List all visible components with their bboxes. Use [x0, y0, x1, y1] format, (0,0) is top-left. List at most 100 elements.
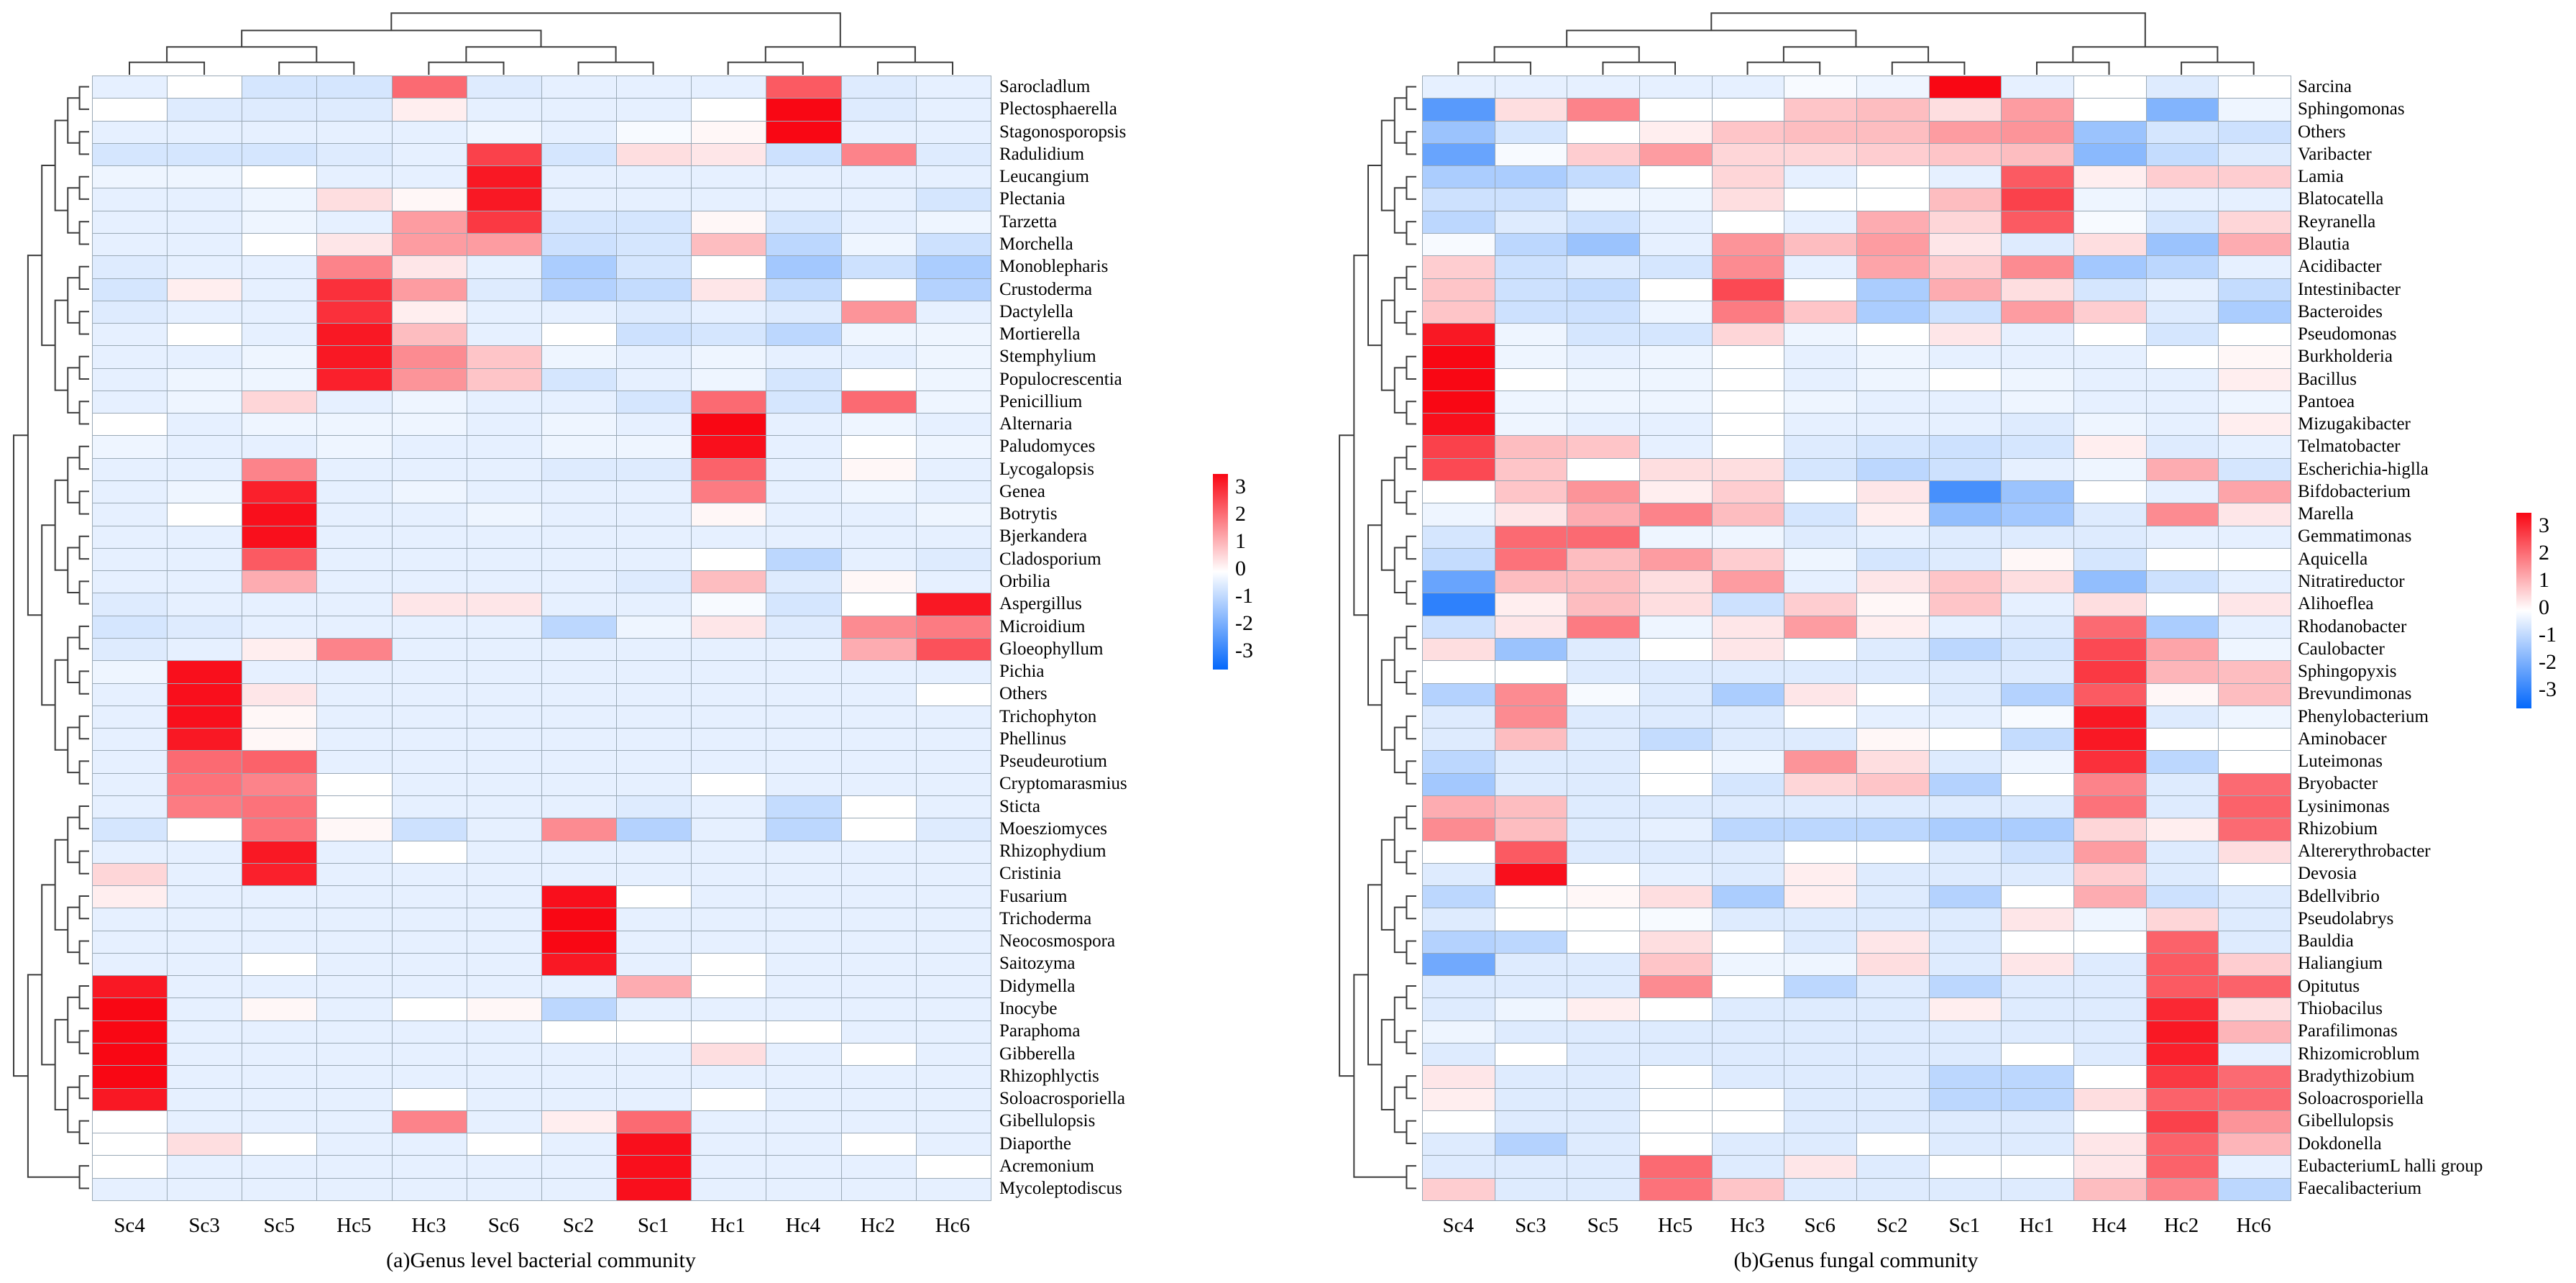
- heatmap-cell: [2073, 593, 2146, 616]
- heatmap-cell: [392, 706, 467, 729]
- heatmap-cell: [392, 1044, 467, 1066]
- heatmap-cell: [1929, 953, 2002, 976]
- heatmap-cell: [541, 863, 617, 886]
- heatmap-cell: [467, 481, 541, 503]
- heatmap-cell: [692, 414, 766, 436]
- heatmap-cell: [242, 391, 317, 414]
- heatmap-cell: [392, 683, 467, 706]
- row-label: Cristinia: [999, 864, 1062, 884]
- heatmap-cell: [1712, 729, 1784, 751]
- heatmap-cell: [467, 368, 541, 391]
- row-label: Bacteroides: [2298, 301, 2383, 321]
- heatmap-cell: [317, 76, 392, 99]
- heatmap-cell: [1423, 436, 1495, 458]
- heatmap-cell: [2219, 278, 2291, 301]
- row-label: Trichophyton: [999, 706, 1097, 726]
- dendrogram-branch: [465, 46, 617, 63]
- heatmap-cell: [242, 1088, 317, 1110]
- heatmap-cell: [1929, 571, 2002, 593]
- dendrogram-branch: [1406, 670, 1416, 695]
- heatmap-cell: [317, 751, 392, 773]
- dendrogram-branch: [1406, 265, 1416, 290]
- heatmap-cell: [467, 324, 541, 346]
- heatmap-cell: [1856, 76, 1929, 99]
- heatmap-cell: [2002, 211, 2073, 233]
- heatmap-cell: [2146, 976, 2219, 998]
- heatmap-cell: [2073, 414, 2146, 436]
- heatmap-cell: [1495, 301, 1567, 324]
- heatmap-cell: [2146, 166, 2219, 188]
- heatmap-cell: [1567, 1178, 1639, 1200]
- heatmap-cell: [2219, 1066, 2291, 1088]
- heatmap-cell: [617, 1178, 692, 1200]
- dendrogram-branch: [1406, 535, 1416, 560]
- heatmap-cell: [2073, 503, 2146, 526]
- dendrogram-branch: [78, 1165, 89, 1190]
- heatmap-cell: [2073, 436, 2146, 458]
- heatmap-cell: [617, 751, 692, 773]
- row-label: Fusarium: [999, 886, 1068, 906]
- heatmap-cell: [1712, 976, 1784, 998]
- dendrogram-branch: [54, 1018, 68, 1110]
- heatmap-cell: [1639, 121, 1712, 143]
- heatmap-cell: [93, 188, 168, 211]
- row-label: Cryptomarasmius: [999, 774, 1127, 794]
- heatmap-cell: [541, 795, 617, 818]
- heatmap-cell: [2002, 1156, 2073, 1178]
- heatmap-cell: [168, 301, 242, 324]
- heatmap-cell: [541, 278, 617, 301]
- heatmap-cell: [93, 795, 168, 818]
- heatmap-cell: [2002, 548, 2073, 571]
- row-label: Gibellulopsis: [2298, 1111, 2394, 1131]
- heatmap-cell: [1423, 1110, 1495, 1133]
- heatmap-cell: [317, 706, 392, 729]
- heatmap-cell: [242, 863, 317, 886]
- legend-tick-label: -3: [2539, 677, 2557, 701]
- heatmap-cell: [692, 998, 766, 1021]
- dendrogram-branch: [1406, 1165, 1416, 1190]
- heatmap-cell: [168, 346, 242, 368]
- heatmap-cell: [692, 706, 766, 729]
- heatmap-cell: [467, 1156, 541, 1178]
- heatmap-cell: [1639, 773, 1712, 795]
- heatmap-cell: [541, 121, 617, 143]
- heatmap-cell: [841, 639, 916, 661]
- heatmap-cell: [841, 166, 916, 188]
- heatmap-cell: [2146, 436, 2219, 458]
- heatmap-cell: [242, 256, 317, 278]
- dendrogram-branch: [13, 434, 28, 1077]
- dendrogram-branch: [1406, 311, 1416, 335]
- heatmap-cell: [841, 99, 916, 121]
- heatmap-cell: [541, 503, 617, 526]
- row-label: Saitozyma: [999, 954, 1076, 974]
- heatmap-cell: [2219, 593, 2291, 616]
- heatmap-cell: [1423, 639, 1495, 661]
- heatmap-cell: [841, 211, 916, 233]
- heatmap-cell: [1639, 661, 1712, 683]
- heatmap-cell: [1423, 188, 1495, 211]
- heatmap-cell: [1929, 526, 2002, 548]
- heatmap-cell: [1423, 368, 1495, 391]
- heatmap-cell: [467, 233, 541, 256]
- heatmap-cell: [1784, 368, 1856, 391]
- heatmap-cell: [2219, 301, 2291, 324]
- heatmap-cell: [1495, 661, 1567, 683]
- heatmap-cell: [766, 99, 841, 121]
- heatmap-cell: [1639, 1110, 1712, 1133]
- heatmap-cell: [1495, 976, 1567, 998]
- dendrogram-branch: [67, 457, 80, 503]
- heatmap-cell: [1929, 616, 2002, 638]
- heatmap-cell: [2146, 188, 2219, 211]
- heatmap-cell: [1929, 1110, 2002, 1133]
- column-labels-a: Sc4 Sc3 Sc5 Hc5 Hc3 Sc6 Sc2 Sc1 Hc1 Hc4 Hc2 Hc6: [92, 1214, 990, 1238]
- dendrogram-branch: [166, 46, 318, 63]
- heatmap-cell: [2002, 998, 2073, 1021]
- heatmap-cell: [1567, 301, 1639, 324]
- col-label: Hc3: [1730, 1214, 1765, 1237]
- heatmap-cell: [916, 908, 991, 931]
- dendrogram-branch: [78, 265, 89, 290]
- heatmap-cell: [2002, 143, 2073, 166]
- heatmap-cell: [93, 211, 168, 233]
- heatmap-cell: [1495, 1021, 1567, 1044]
- heatmap-cell: [1639, 256, 1712, 278]
